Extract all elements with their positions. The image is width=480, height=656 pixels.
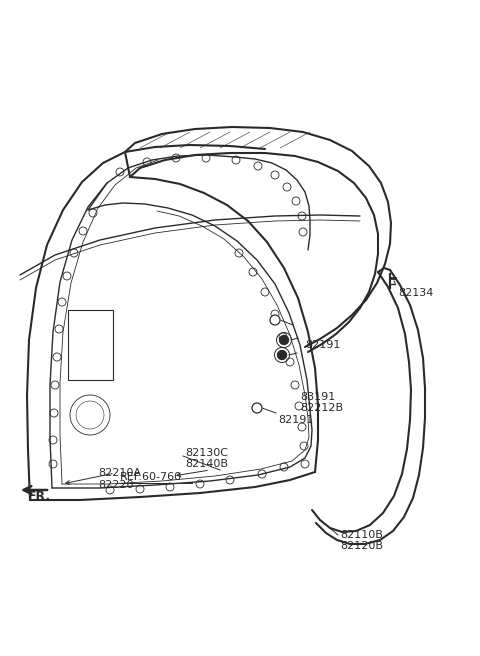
Text: 82191: 82191 [305,340,340,350]
Text: 82220: 82220 [98,480,133,490]
Text: 82130C: 82130C [185,448,228,458]
Text: 82210A: 82210A [98,468,141,478]
Bar [68,310,113,380]
Text: 82120B: 82120B [340,541,383,551]
Text: FR.: FR. [28,490,51,503]
Text: 82191: 82191 [278,415,313,425]
Circle shape [252,403,262,413]
Circle shape [279,335,288,344]
Circle shape [270,315,280,325]
Text: 82110B: 82110B [340,530,383,540]
Text: 82212B: 82212B [300,403,343,413]
Circle shape [277,350,287,359]
Text: 82140B: 82140B [185,459,228,469]
Text: REF.60-760: REF.60-760 [120,472,182,482]
Text: 82134: 82134 [398,288,433,298]
Text: 83191: 83191 [300,392,335,402]
